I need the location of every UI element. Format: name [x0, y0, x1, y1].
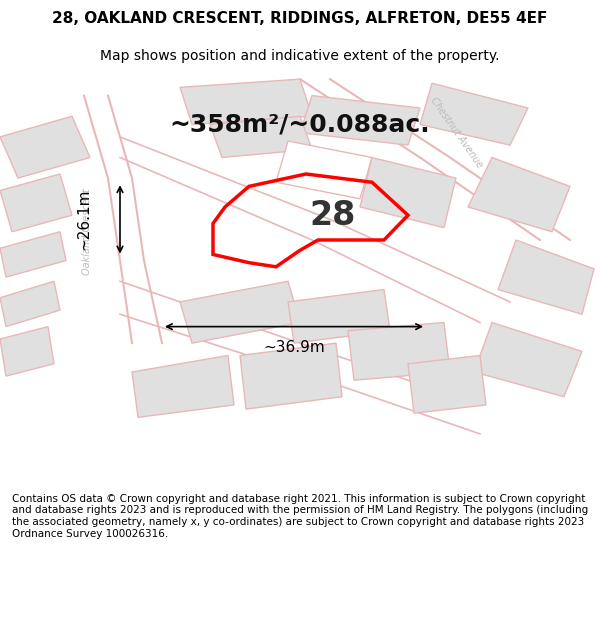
Polygon shape — [240, 343, 342, 409]
Polygon shape — [408, 356, 486, 413]
Text: 28: 28 — [310, 199, 356, 232]
Text: Map shows position and indicative extent of the property.: Map shows position and indicative extent… — [100, 49, 500, 63]
Polygon shape — [468, 158, 570, 232]
Polygon shape — [0, 281, 60, 327]
Text: Oakland Crescent: Oakland Crescent — [82, 188, 92, 275]
Polygon shape — [300, 96, 420, 145]
Polygon shape — [0, 327, 54, 376]
Text: 28, OAKLAND CRESCENT, RIDDINGS, ALFRETON, DE55 4EF: 28, OAKLAND CRESCENT, RIDDINGS, ALFRETON… — [52, 11, 548, 26]
Polygon shape — [420, 83, 528, 145]
Polygon shape — [474, 322, 582, 397]
Text: ~358m²/~0.088ac.: ~358m²/~0.088ac. — [170, 112, 430, 136]
Polygon shape — [0, 232, 66, 277]
Polygon shape — [360, 158, 456, 228]
Polygon shape — [0, 174, 72, 232]
Polygon shape — [210, 116, 312, 158]
Polygon shape — [0, 116, 90, 178]
Polygon shape — [288, 289, 390, 343]
Polygon shape — [180, 79, 312, 124]
Text: ~36.9m: ~36.9m — [263, 340, 325, 355]
Text: ~26.1m: ~26.1m — [77, 189, 92, 250]
Polygon shape — [348, 322, 450, 380]
Polygon shape — [180, 281, 300, 343]
Polygon shape — [132, 356, 234, 418]
Polygon shape — [498, 240, 594, 314]
Polygon shape — [276, 141, 372, 199]
Text: Contains OS data © Crown copyright and database right 2021. This information is : Contains OS data © Crown copyright and d… — [12, 494, 588, 539]
Text: Chestnut Avenue: Chestnut Avenue — [428, 96, 484, 170]
